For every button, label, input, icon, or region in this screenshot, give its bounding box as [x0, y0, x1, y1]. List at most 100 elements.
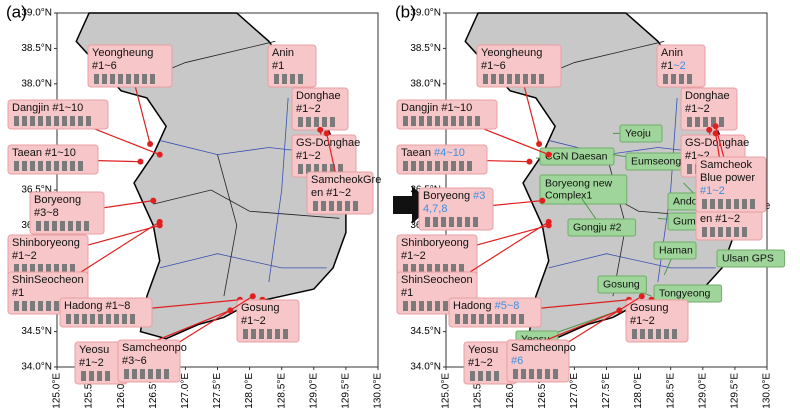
stack-icon — [742, 199, 747, 209]
plant-label: ShinSeocheon — [401, 274, 473, 286]
plant-site — [536, 141, 542, 147]
stack-icon — [403, 301, 408, 311]
stack-icon — [62, 161, 67, 171]
stack-icon — [44, 221, 49, 231]
label-part: Dangjin #1~10 — [12, 102, 83, 114]
stack-icon — [14, 301, 19, 311]
lon-tick-label: 129.5°E — [341, 373, 352, 409]
stack-icon — [671, 74, 676, 84]
lat-tick-label: 38.5°N — [21, 43, 52, 54]
stack-icon — [513, 369, 518, 379]
plant-site — [317, 127, 323, 133]
stack-icon — [726, 227, 731, 237]
plant-label: 4,7,8 — [423, 203, 447, 215]
stack-icon — [353, 201, 358, 211]
plant-label: #1 — [12, 287, 24, 299]
stack-icon — [132, 369, 137, 379]
stack-icon — [14, 116, 19, 126]
stack-icon — [419, 161, 424, 171]
stack-icon — [66, 314, 71, 324]
stack-icon — [465, 217, 470, 227]
stack-icon — [82, 314, 87, 324]
plant-label: #1 — [272, 60, 284, 72]
stack-icon — [164, 369, 169, 379]
label-part: Hadong — [453, 300, 495, 312]
stack-icon — [487, 314, 492, 324]
label-part: Yeosu — [79, 344, 109, 356]
stack-icon — [290, 74, 295, 84]
label-part: Anin — [661, 47, 683, 59]
stack-icon — [411, 301, 416, 311]
stack-icon — [329, 201, 334, 211]
stack-icon — [425, 217, 430, 227]
lat-tick-label: 39.0°N — [410, 8, 441, 19]
plant-site — [639, 293, 645, 299]
stack-icon — [321, 201, 326, 211]
stack-icon — [687, 164, 692, 174]
plant-label: Boryeong #3 — [423, 190, 485, 202]
plant-label: Donghae — [296, 90, 341, 102]
stack-icon — [473, 217, 478, 227]
label-part: #6 — [511, 355, 523, 367]
stack-icon — [719, 117, 724, 127]
label-part: Yeosu — [468, 344, 498, 356]
stack-icon — [148, 369, 153, 379]
label-part: Boryeong — [423, 190, 473, 202]
stack-icon — [90, 314, 95, 324]
plant-label: Anin — [272, 47, 294, 59]
label-part: Boryeong — [34, 194, 81, 206]
label-part: SamcheokGre — [311, 174, 381, 186]
label-part: Taean — [401, 147, 434, 159]
label-part: Blue power — [700, 172, 755, 184]
stack-icon — [640, 329, 645, 339]
stack-icon — [443, 301, 448, 311]
stack-icon — [22, 161, 27, 171]
stack-icon — [734, 199, 739, 209]
plant-label: SamcheokGre — [311, 174, 381, 186]
stack-icon — [54, 161, 59, 171]
label-part: #1 — [12, 287, 24, 299]
stack-icon — [94, 74, 99, 84]
label-part: #1~2 — [241, 315, 266, 327]
plant-site — [147, 141, 153, 147]
stack-icon — [46, 301, 51, 311]
plant-label: Anin — [661, 47, 683, 59]
new-site-label: Complex1 — [545, 189, 592, 201]
stack-icon — [471, 314, 476, 324]
lon-tick-label: 127.5°E — [601, 373, 612, 409]
plant-site — [157, 219, 163, 225]
plant-label: Dangjin #1~10 — [12, 102, 83, 114]
label-part: #4~10 — [434, 147, 465, 159]
stack-icon — [156, 369, 161, 379]
stack-icon — [89, 371, 94, 381]
label-part: en #1~2 — [311, 187, 351, 199]
stack-icon — [443, 161, 448, 171]
lon-tick-label: 128.0°E — [244, 373, 255, 409]
lat-tick-label: 38.0°N — [21, 78, 52, 89]
new-site-label: Boryeong new — [545, 177, 613, 189]
stack-icon — [110, 74, 115, 84]
plant-site — [546, 152, 552, 158]
stack-icon — [702, 227, 707, 237]
lon-tick-label: 127.0°E — [180, 373, 191, 409]
stack-icon — [511, 314, 516, 324]
label-part: Samcheok — [700, 159, 752, 171]
plant-label: #1~2 — [700, 185, 725, 197]
plant-label: #1~6 — [92, 60, 117, 72]
plant-label: #1~2 — [296, 103, 321, 115]
stack-icon — [718, 227, 723, 237]
plant-label: #1~2 — [661, 60, 686, 72]
lon-tick-label: 128.5°E — [276, 373, 287, 409]
stack-icon — [98, 314, 103, 324]
stack-icon — [22, 116, 27, 126]
label-part: #5~8 — [495, 300, 520, 312]
label-part: Dangjin #1~10 — [401, 102, 472, 114]
map-panel: (a)39.0°N38.5°N38.0°N37.5°N37.0°N36.5°N3… — [6, 2, 384, 408]
plant-label: Samcheonpo — [122, 342, 187, 354]
stack-icon — [298, 74, 303, 84]
lon-tick-label: 128.0°E — [633, 373, 644, 409]
new-site-label: Yeoju — [625, 127, 651, 139]
lat-tick-label: 34.5°N — [21, 326, 52, 337]
stack-icon — [78, 116, 83, 126]
stack-icon — [710, 227, 715, 237]
